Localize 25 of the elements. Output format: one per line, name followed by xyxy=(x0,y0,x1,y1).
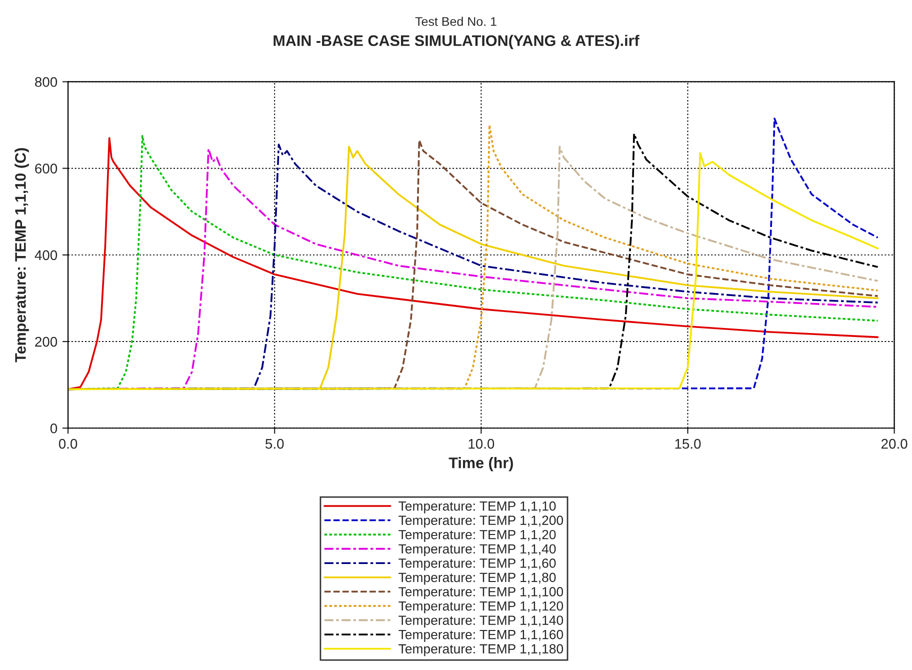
x-tick-label: 5.0 xyxy=(266,438,284,449)
y-tick-label: 0 xyxy=(50,423,58,434)
legend-label: Temperature: TEMP 1,1,10 xyxy=(398,501,556,514)
legend-label: Temperature: TEMP 1,1,140 xyxy=(398,616,564,628)
legend-label: Temperature: TEMP 1,1,40 xyxy=(398,544,556,556)
y-tick-label: 200 xyxy=(35,336,58,347)
y-tick-label: 800 xyxy=(35,77,58,87)
y-axis-title: Temperature: TEMP 1,1,10 (C) xyxy=(14,148,29,362)
x-axis-title: Time (hr) xyxy=(448,457,513,472)
legend-label: Temperature: TEMP 1,1,180 xyxy=(398,644,564,656)
legend-label: Temperature: TEMP 1,1,20 xyxy=(398,530,556,542)
x-tick-label: 10.0 xyxy=(468,438,494,449)
legend-label: Temperature: TEMP 1,1,200 xyxy=(398,516,564,528)
x-tick-label: 0.0 xyxy=(58,438,78,449)
x-tick-label: 20.0 xyxy=(881,438,908,449)
legend-label: Temperature: TEMP 1,1,60 xyxy=(398,558,556,570)
legend-label: Temperature: TEMP 1,1,80 xyxy=(398,572,556,585)
y-tick-label: 600 xyxy=(35,164,58,174)
y-tick-label: 400 xyxy=(34,250,58,260)
x-tick-label: 15.0 xyxy=(675,438,701,449)
legend-label: Temperature: TEMP 1,1,160 xyxy=(398,630,564,642)
chart-subtitle: Test Bed No. 1 xyxy=(415,16,496,26)
legend-label: Temperature: TEMP 1,1,120 xyxy=(398,601,564,614)
chart-title: MAIN -BASE CASE SIMULATION(YANG & ATES).irf xyxy=(274,34,640,50)
legend-label: Temperature: TEMP 1,1,100 xyxy=(398,587,564,600)
